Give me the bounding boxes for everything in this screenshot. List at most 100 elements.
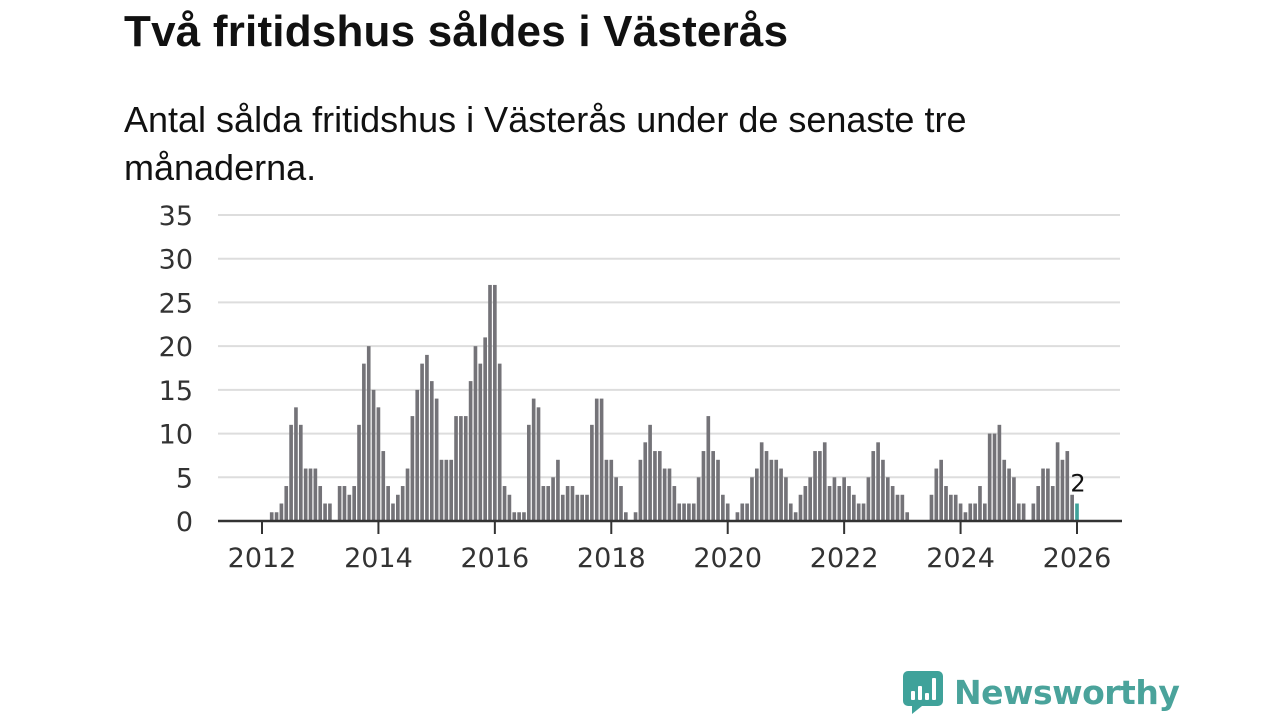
bar xyxy=(609,459,614,521)
bar xyxy=(478,363,483,521)
bar xyxy=(784,477,788,521)
bar xyxy=(313,468,318,521)
bar xyxy=(847,486,851,521)
bar xyxy=(725,503,730,521)
bar xyxy=(396,494,400,521)
bar xyxy=(774,459,779,521)
bar xyxy=(328,503,332,521)
bar xyxy=(653,451,657,521)
bar xyxy=(769,459,774,521)
bar xyxy=(871,451,876,521)
y-tick-label: 30 xyxy=(159,245,193,276)
bar xyxy=(876,442,880,521)
bar xyxy=(405,468,410,521)
bar xyxy=(997,424,1002,521)
bar xyxy=(1012,477,1016,521)
y-tick-label: 15 xyxy=(159,376,193,407)
bars xyxy=(269,284,1079,521)
bar xyxy=(701,451,706,521)
bar xyxy=(1060,459,1065,521)
bar xyxy=(274,512,279,521)
bar xyxy=(570,486,575,521)
chart-title: Två fritidshus såldes i Västerås xyxy=(124,7,789,56)
bar xyxy=(958,503,963,521)
bar xyxy=(565,486,570,521)
bar xyxy=(614,477,618,521)
x-tick-label: 2026 xyxy=(1043,543,1112,574)
bar xyxy=(522,512,526,521)
bar xyxy=(303,468,308,521)
bar xyxy=(822,442,827,521)
bar xyxy=(502,486,507,521)
y-tick-label: 10 xyxy=(159,420,193,451)
bar xyxy=(400,486,405,521)
bar xyxy=(454,416,458,521)
bar xyxy=(1055,442,1060,521)
gridlines xyxy=(218,214,1120,479)
bar xyxy=(556,459,560,521)
bar xyxy=(929,494,934,521)
bar xyxy=(949,494,953,521)
bar xyxy=(721,494,725,521)
bar xyxy=(526,424,531,521)
bar xyxy=(1050,486,1055,521)
bar xyxy=(818,451,822,521)
x-tick-label: 2020 xyxy=(693,543,762,574)
bar xyxy=(463,416,468,521)
bar xyxy=(371,389,376,521)
bar xyxy=(425,354,429,521)
bar xyxy=(560,494,565,521)
bar xyxy=(764,451,769,521)
bar xyxy=(594,398,599,521)
annotations: 2 xyxy=(1070,470,1085,498)
bar xyxy=(420,363,424,521)
bar xyxy=(551,477,555,521)
bar xyxy=(1021,503,1026,521)
bar xyxy=(279,503,284,521)
bar xyxy=(624,512,628,521)
bar xyxy=(633,512,638,521)
bar xyxy=(1041,468,1045,521)
x-tick-label: 2022 xyxy=(810,543,879,574)
bar xyxy=(347,494,352,521)
bar xyxy=(580,494,584,521)
bar xyxy=(289,424,293,521)
bar xyxy=(745,503,749,521)
bar xyxy=(269,512,274,521)
bar xyxy=(381,451,386,521)
bar xyxy=(337,486,342,521)
bar xyxy=(992,433,997,521)
bar xyxy=(493,284,497,521)
bar xyxy=(410,416,415,521)
bar xyxy=(696,477,701,521)
bar xyxy=(284,486,289,521)
bar xyxy=(429,381,434,521)
bar xyxy=(711,451,715,521)
bar xyxy=(323,503,327,521)
y-tick-label: 35 xyxy=(159,201,193,232)
bar xyxy=(391,503,395,521)
bar xyxy=(798,494,803,521)
bar xyxy=(643,442,648,521)
bar xyxy=(832,477,837,521)
bar xyxy=(755,468,759,521)
bar xyxy=(662,468,667,521)
bar xyxy=(444,459,449,521)
bar xyxy=(357,424,361,521)
bar xyxy=(842,477,846,521)
bar xyxy=(1007,468,1011,521)
bar xyxy=(619,486,623,521)
bar xyxy=(434,398,439,521)
bar xyxy=(342,486,347,521)
bar xyxy=(590,424,594,521)
bar xyxy=(881,459,885,521)
bar xyxy=(468,381,473,521)
bar xyxy=(895,494,900,521)
bar xyxy=(473,346,478,521)
bar xyxy=(512,512,517,521)
bar xyxy=(735,512,740,521)
bar xyxy=(934,468,939,521)
x-tick-label: 2016 xyxy=(460,543,529,574)
bar xyxy=(750,477,754,521)
